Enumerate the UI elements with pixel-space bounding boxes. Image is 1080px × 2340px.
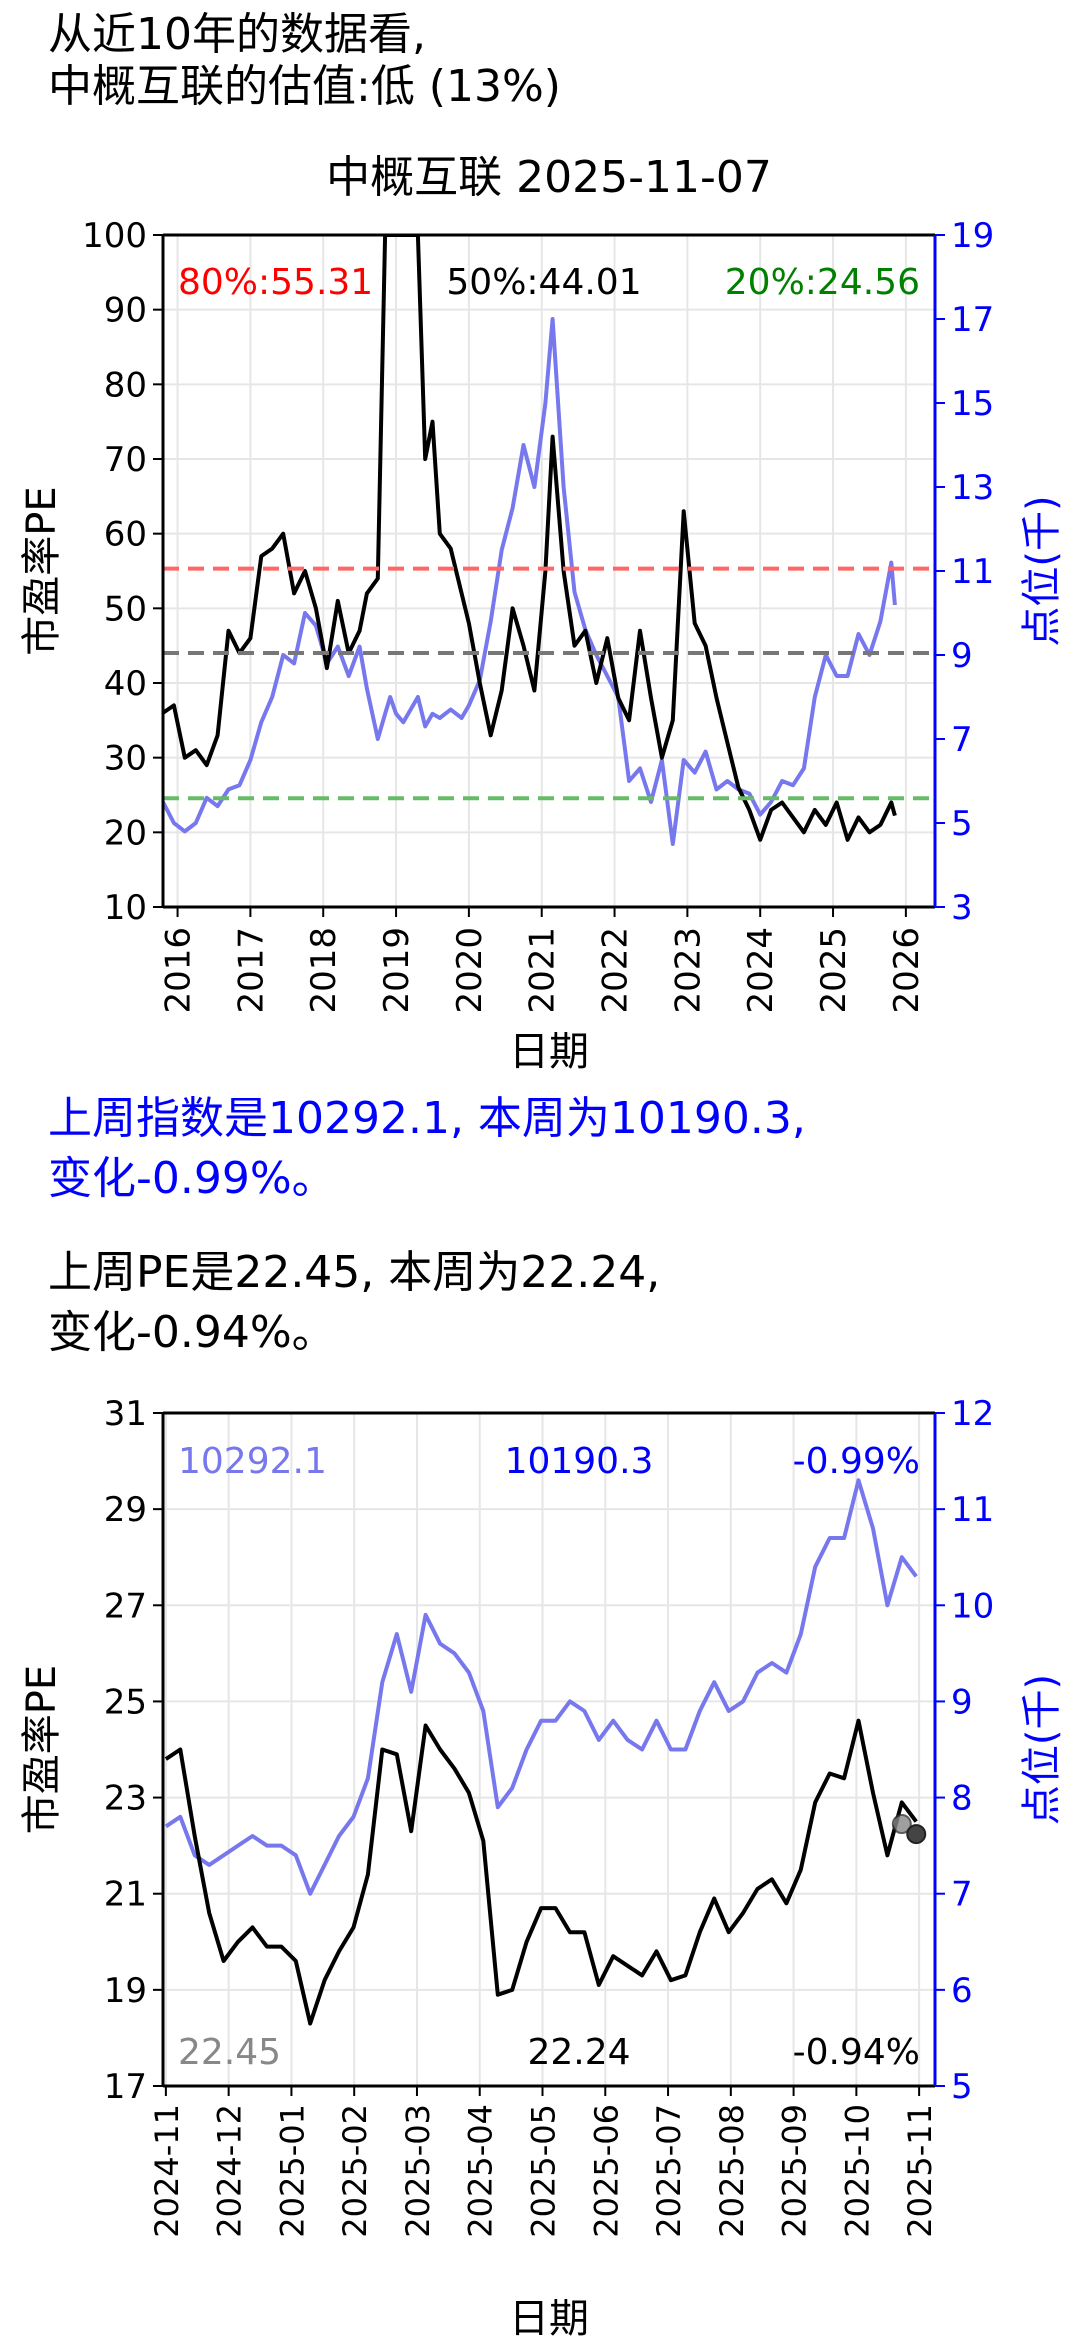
annotation-top-center: 10190.3	[505, 1441, 654, 1482]
y-tick-label-left: 20	[104, 813, 147, 853]
x-tick-label: 2023	[668, 927, 708, 1014]
y-tick-label-left: 60	[104, 515, 147, 555]
reference-label: 50%:44.01	[446, 262, 641, 303]
y-axis-label-left: 市盈率PE	[19, 1665, 65, 1834]
x-axis-label: 日期	[509, 2296, 589, 2340]
y-tick-label-left: 17	[104, 2067, 147, 2107]
y-tick-label-right: 11	[951, 552, 994, 592]
y-axis-label-right: 点位(千)	[1019, 1674, 1065, 1825]
y-tick-label-right: 9	[951, 636, 973, 676]
x-tick-label: 2025-06	[587, 2104, 625, 2238]
x-tick-label: 2018	[304, 927, 344, 1014]
index-summary-line-1: 上周指数是10292.1, 本周为10190.3,	[48, 1093, 806, 1144]
x-tick-label: 2025-07	[650, 2104, 688, 2238]
y-tick-label-right: 5	[951, 804, 973, 844]
annotation-top-left: 10292.1	[178, 1441, 327, 1482]
y-tick-label-right: 8	[951, 1779, 973, 1819]
series-pe-line	[163, 235, 897, 842]
y-tick-label-left: 27	[104, 1586, 147, 1626]
y-tick-label-left: 50	[104, 589, 147, 629]
x-tick-label: 2024	[741, 927, 781, 1014]
y-tick-label-right: 6	[951, 1971, 973, 2011]
y-tick-label-right: 12	[951, 1394, 994, 1434]
y-axis-label-left: 市盈率PE	[19, 486, 65, 655]
y-tick-label-right: 9	[951, 1682, 973, 1722]
y-tick-label-right: 3	[951, 888, 973, 928]
y-tick-label-left: 80	[104, 365, 147, 405]
y-tick-label-right: 13	[951, 468, 994, 508]
y-tick-label-left: 23	[104, 1779, 147, 1819]
chart-long-term: 中概互联 2025-11-07 10 20 30 40 50 60 70 80 90 100 2016…	[19, 152, 1065, 1075]
this-week-point	[906, 1824, 927, 1845]
x-tick-label: 2017	[231, 927, 271, 1014]
y-tick-label-right: 11	[951, 1490, 994, 1530]
x-tick-label: 2024-12	[211, 2104, 249, 2238]
y-tick-label-right: 7	[951, 720, 973, 760]
series-index-line	[164, 1478, 918, 1896]
y-tick-label-left: 10	[104, 888, 147, 928]
x-tick-label: 2022	[596, 927, 636, 1014]
y-tick-label-left: 25	[104, 1682, 147, 1722]
pe-summary-line-2: 变化-0.94%。	[48, 1307, 336, 1358]
y-tick-label-left: 90	[104, 291, 147, 331]
y-tick-label-left: 70	[104, 440, 147, 480]
x-tick-label: 2016	[159, 927, 199, 1014]
y-tick-label-right: 17	[951, 300, 994, 340]
series-pe-line	[164, 1718, 918, 2026]
y-axis-label-right: 点位(千)	[1019, 495, 1065, 646]
x-tick-label: 2025-03	[399, 2104, 437, 2238]
x-tick-label: 2019	[377, 927, 417, 1014]
y-tick-label-right: 5	[951, 2067, 973, 2107]
header-line-2: 中概互联的估值:低 (13%)	[48, 61, 561, 112]
reference-label: 80%:55.31	[178, 262, 373, 303]
chart-recent-year: 17 19 21 23 25 27 29 31 2024-11 2024-12 2025-01 202…	[19, 1394, 1065, 2340]
annotation-bottom-right: -0.94%	[793, 2032, 920, 2073]
y-tick-label-left: 30	[104, 739, 147, 779]
reference-label: 20%:24.56	[725, 262, 920, 303]
x-tick-label: 2025-09	[776, 2104, 814, 2238]
annotation-bottom-center: 22.24	[527, 2032, 630, 2073]
chart-title: 中概互联 2025-11-07	[326, 152, 772, 203]
annotation-bottom-left: 22.45	[178, 2032, 281, 2073]
y-tick-label-left: 31	[104, 1394, 147, 1434]
y-tick-label-right: 19	[951, 216, 994, 256]
y-tick-label-right: 15	[951, 384, 994, 424]
x-tick-label: 2025-04	[462, 2104, 500, 2238]
x-tick-label: 2025-11	[901, 2104, 939, 2238]
x-tick-label: 2021	[523, 927, 563, 1014]
x-tick-label: 2026	[887, 927, 927, 1014]
x-tick-label: 2024-11	[148, 2104, 186, 2238]
y-tick-label-left: 100	[82, 216, 147, 256]
index-summary-line-2: 变化-0.99%。	[48, 1153, 336, 1204]
x-tick-label: 2025-10	[838, 2104, 876, 2238]
x-tick-label: 2025-08	[713, 2104, 751, 2238]
x-tick-label: 2025-05	[525, 2104, 563, 2238]
x-tick-label: 2025-01	[273, 2104, 311, 2238]
header-line-1: 从近10年的数据看,	[48, 9, 426, 60]
y-tick-label-left: 40	[104, 664, 147, 704]
x-axis-label: 日期	[509, 1029, 589, 1075]
y-tick-label-left: 21	[104, 1875, 147, 1915]
x-tick-label: 2025-02	[336, 2104, 374, 2238]
annotation-top-right: -0.99%	[793, 1441, 920, 1482]
last-week-point	[891, 1814, 912, 1835]
pe-summary-line-1: 上周PE是22.45, 本周为22.24,	[48, 1247, 661, 1298]
y-tick-label-right: 7	[951, 1875, 973, 1915]
x-tick-label: 2020	[450, 927, 490, 1014]
series-index-line	[163, 317, 897, 846]
x-tick-label: 2025	[814, 927, 854, 1014]
y-tick-label-left: 29	[104, 1490, 147, 1530]
y-tick-label-right: 10	[951, 1586, 994, 1626]
y-tick-label-left: 19	[104, 1971, 147, 2011]
